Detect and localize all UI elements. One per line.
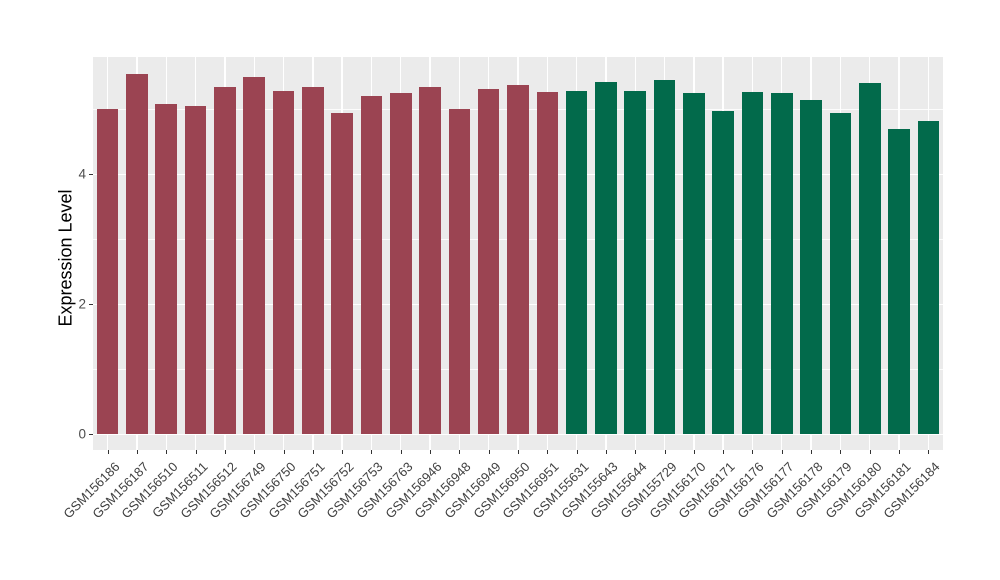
bar-GSM156176 bbox=[741, 92, 764, 434]
bar-GSM156946 bbox=[419, 86, 441, 434]
x-axis-tick bbox=[928, 450, 930, 454]
y-axis-tick-label: 4 bbox=[78, 166, 86, 182]
bar-GSM156510 bbox=[155, 103, 178, 434]
x-axis-tick bbox=[899, 450, 901, 454]
bar-GSM156750 bbox=[272, 90, 295, 434]
bar-GSM156949 bbox=[477, 88, 500, 434]
bar-GSM156184 bbox=[917, 120, 940, 434]
x-axis-tick bbox=[723, 450, 725, 454]
x-axis-tick bbox=[107, 450, 109, 454]
x-axis-tick bbox=[400, 450, 402, 454]
bar-GSM156512 bbox=[214, 86, 236, 434]
bar-GSM156187 bbox=[126, 73, 148, 434]
x-axis-tick bbox=[635, 450, 637, 454]
x-axis-tick bbox=[430, 450, 432, 454]
x-axis-tick bbox=[869, 450, 871, 454]
bar-GSM156170 bbox=[683, 93, 705, 434]
x-axis-tick bbox=[576, 450, 578, 454]
y-axis-tick-label: 0 bbox=[78, 426, 86, 442]
y-axis-tick bbox=[89, 434, 93, 435]
bar-GSM156179 bbox=[829, 112, 852, 434]
x-axis-tick bbox=[693, 450, 695, 454]
x-axis-tick bbox=[752, 450, 754, 454]
x-axis-tick bbox=[488, 450, 490, 454]
bar-GSM156749 bbox=[243, 76, 265, 434]
y-axis-tick bbox=[89, 304, 93, 305]
x-axis-tick bbox=[605, 450, 607, 454]
bar-GSM155643 bbox=[595, 81, 617, 434]
bar-GSM156171 bbox=[712, 110, 734, 434]
bar-GSM155729 bbox=[653, 80, 676, 434]
y-axis-tick bbox=[89, 174, 93, 175]
bar-GSM156950 bbox=[507, 84, 529, 434]
x-axis-tick bbox=[136, 450, 138, 454]
x-axis-tick bbox=[166, 450, 168, 454]
bar-GSM156763 bbox=[389, 93, 412, 434]
bar-GSM156948 bbox=[448, 109, 471, 434]
x-axis-tick bbox=[811, 450, 813, 454]
x-axis-tick bbox=[342, 450, 344, 454]
y-axis-title: Expression Level bbox=[55, 189, 76, 327]
bar-GSM156951 bbox=[536, 92, 559, 434]
bar-GSM156180 bbox=[858, 83, 881, 434]
x-axis-tick bbox=[459, 450, 461, 454]
x-axis-tick bbox=[224, 450, 226, 454]
plot-panel bbox=[93, 57, 943, 450]
bar-GSM156751 bbox=[302, 86, 324, 434]
bar-GSM155631 bbox=[565, 90, 588, 434]
x-axis-tick bbox=[195, 450, 197, 454]
x-axis-tick bbox=[781, 450, 783, 454]
bar-GSM156753 bbox=[360, 96, 383, 434]
x-axis-tick bbox=[254, 450, 256, 454]
x-axis-tick bbox=[283, 450, 285, 454]
bar-GSM156178 bbox=[800, 99, 822, 434]
bar-GSM156181 bbox=[888, 128, 910, 434]
x-axis-tick bbox=[312, 450, 314, 454]
x-axis-tick bbox=[547, 450, 549, 454]
x-axis-tick bbox=[371, 450, 373, 454]
x-axis-tick bbox=[840, 450, 842, 454]
y-axis-tick-label: 2 bbox=[78, 296, 86, 312]
bar-GSM156186 bbox=[96, 109, 119, 434]
bar-GSM156752 bbox=[331, 112, 353, 434]
bar-GSM155644 bbox=[624, 91, 647, 434]
x-axis-tick bbox=[664, 450, 666, 454]
bar-GSM156511 bbox=[184, 106, 207, 434]
x-axis-tick bbox=[518, 450, 519, 454]
bar-GSM156177 bbox=[770, 93, 793, 434]
